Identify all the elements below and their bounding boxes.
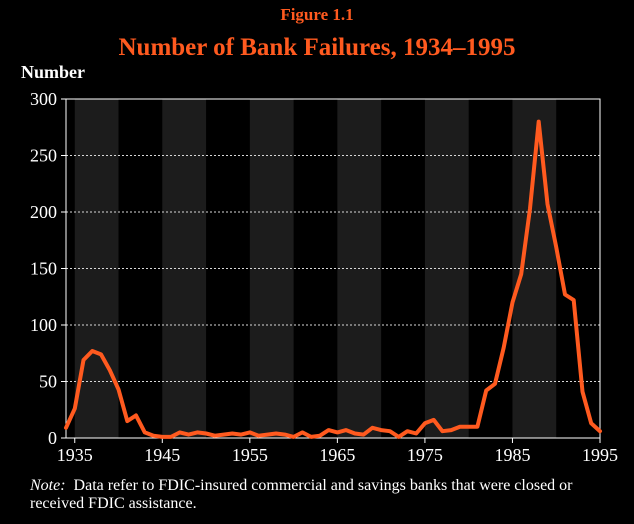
x-tick-label: 1945 bbox=[144, 445, 180, 465]
y-tick-label: 0 bbox=[48, 428, 57, 448]
series-line bbox=[64, 119, 602, 439]
y-tick-label: 200 bbox=[30, 202, 57, 222]
y-axis-label: Number bbox=[21, 62, 85, 82]
line-chart: 0 50 100 150 200 250 300 1935 1945 1955 1965 1975 19… bbox=[30, 89, 618, 465]
x-tick-label: 1995 bbox=[582, 445, 618, 465]
x-tick-label: 1965 bbox=[319, 445, 355, 465]
y-tick-label: 150 bbox=[30, 259, 57, 279]
y-tick-label: 50 bbox=[39, 372, 57, 392]
note-text: Data refer to FDIC-insured commercial an… bbox=[30, 477, 573, 512]
x-tick-label: 1975 bbox=[407, 445, 443, 465]
x-tick-label: 1955 bbox=[232, 445, 268, 465]
y-tick-label: 250 bbox=[30, 146, 57, 166]
note: Note: Data refer to FDIC-insured commerc… bbox=[30, 477, 620, 513]
x-tick-label: 1985 bbox=[494, 445, 530, 465]
y-tick-label: 100 bbox=[30, 315, 57, 335]
y-tick-label: 300 bbox=[30, 89, 57, 109]
x-tick-label: 1935 bbox=[57, 445, 93, 465]
figure-label: Figure 1.1 bbox=[280, 5, 354, 24]
chart-title: Number of Bank Failures, 1934–1995 bbox=[118, 34, 516, 61]
note-label: Note: bbox=[30, 477, 66, 494]
